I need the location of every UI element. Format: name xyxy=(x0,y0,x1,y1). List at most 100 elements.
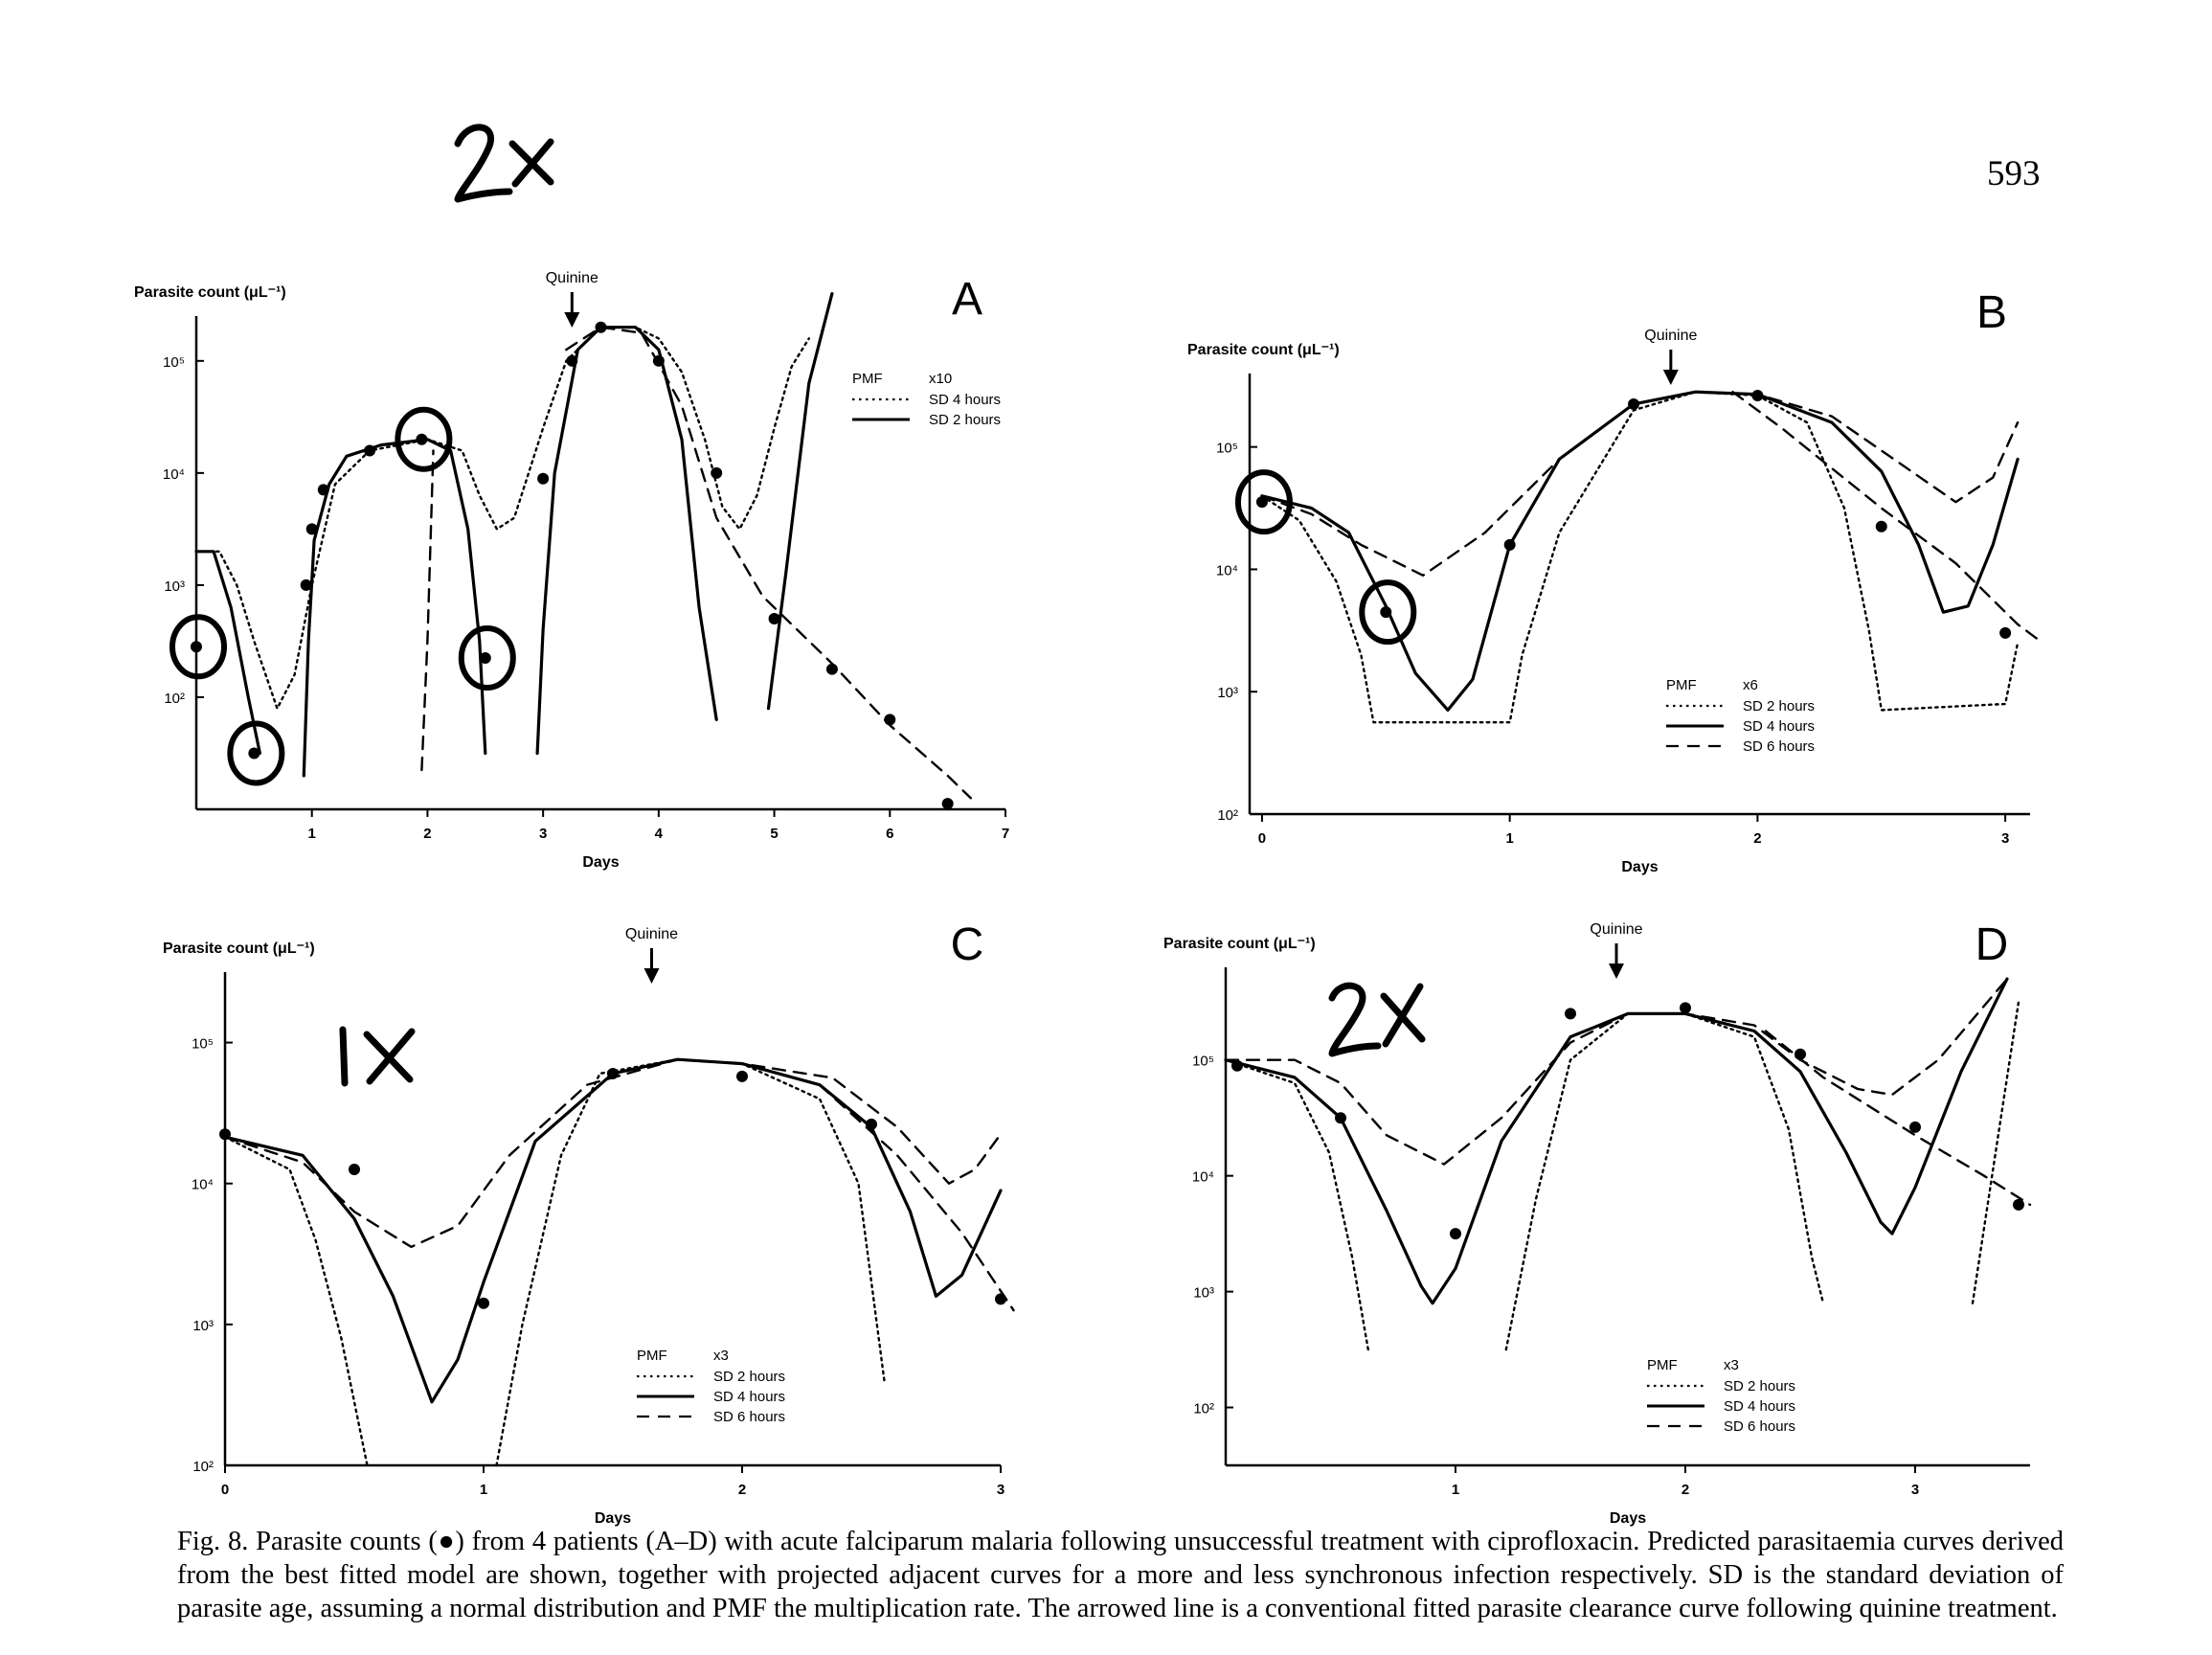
handwritten-circle xyxy=(1234,469,1293,535)
y-tick-label: 10⁵ xyxy=(1192,1054,1214,1070)
series-line-solid xyxy=(223,1057,1003,1404)
series-group xyxy=(194,291,972,800)
handwritten-circle xyxy=(395,406,453,472)
handwritten-note-2x-top xyxy=(454,124,554,203)
series-line-dotted xyxy=(194,326,810,710)
data-point xyxy=(941,798,954,810)
legend-title: PMF xyxy=(637,1348,667,1364)
series-line-dashed xyxy=(565,326,972,800)
series-line-dashed xyxy=(1260,390,2020,577)
series-line-solid xyxy=(535,326,718,756)
legend-entry-label: SD 4 hours xyxy=(1724,1398,1795,1415)
legend: PMF x6 SD 2 hours SD 4 hours SD 6 hours xyxy=(1666,677,1815,755)
data-point xyxy=(1565,1008,1576,1020)
data-point xyxy=(248,747,260,759)
chart-panel-c: 10² 10³ 10⁴ 10⁵ 0 1 2 3 Parasite count (μL⁻¹) Day… xyxy=(163,919,1015,1527)
handwritten-note-2x-d xyxy=(1328,982,1426,1057)
legend-entry-label: SD 4 hours xyxy=(929,392,1001,408)
series-line-dotted xyxy=(1224,1058,1370,1351)
data-point xyxy=(1680,1002,1691,1014)
y-tick-label: 10³ xyxy=(192,1318,214,1334)
y-tick-label: 10³ xyxy=(164,578,185,595)
series-line-dotted xyxy=(1260,390,2020,724)
quinine-arrow-head xyxy=(1662,370,1679,385)
series-line-dotted xyxy=(223,1135,369,1467)
y-axis-label: Parasite count (μL⁻¹) xyxy=(134,284,286,301)
series-line-dashed xyxy=(818,1083,1015,1312)
series-line-solid xyxy=(1224,977,2009,1305)
quinine-arrow-head xyxy=(564,312,580,328)
data-point xyxy=(1794,1048,1806,1060)
data-point xyxy=(866,1118,877,1130)
legend-title: PMF xyxy=(1666,677,1697,693)
data-point xyxy=(1231,1059,1243,1072)
x-tick-label: 2 xyxy=(1753,830,1761,847)
legend-entry-label: SD 4 hours xyxy=(1743,718,1815,735)
x-tick-label: 6 xyxy=(886,826,893,842)
data-point xyxy=(2013,1198,2024,1211)
x-tick-label: 1 xyxy=(308,826,316,842)
legend-entry-label: SD 2 hours xyxy=(929,412,1001,428)
data-point xyxy=(364,444,376,457)
chart-panel-a: 10² 10³ 10⁴ 10⁵ 1 2 3 4 5 6 7 Parasite count (μL⁻¹)… xyxy=(134,270,1009,871)
handwritten-note-1x xyxy=(339,1026,416,1087)
data-point xyxy=(1875,520,1887,533)
y-tick-label: 10² xyxy=(1193,1401,1214,1417)
data-point xyxy=(1255,496,1268,509)
data-point xyxy=(711,466,723,479)
y-axis-label: Parasite count (μL⁻¹) xyxy=(1187,342,1340,358)
series-line-dotted xyxy=(1971,1001,2020,1304)
data-point xyxy=(300,578,312,591)
y-tick-label: 10⁴ xyxy=(163,466,185,483)
quinine-label: Quinine xyxy=(1644,328,1697,344)
chart-panel-b: 10² 10³ 10⁴ 10⁵ 0 1 2 3 Parasite count (μL⁻¹) Day… xyxy=(1187,287,2044,875)
series-line-solid xyxy=(194,550,261,756)
series-group xyxy=(223,1057,1015,1467)
handwritten-circle xyxy=(227,720,285,786)
series-line-dashed xyxy=(223,1057,1003,1249)
y-axis-label: Parasite count (μL⁻¹) xyxy=(1163,936,1316,952)
data-point xyxy=(1751,390,1764,401)
series-line-dashed xyxy=(1764,1030,2032,1207)
x-tick-label: 0 xyxy=(1258,830,1266,847)
legend-pmf: x6 xyxy=(1743,677,1758,693)
legend-title: PMF xyxy=(1647,1357,1678,1373)
data-point xyxy=(1999,626,2012,639)
data-point xyxy=(305,523,318,535)
data-point xyxy=(1450,1228,1461,1240)
data-point xyxy=(825,663,838,675)
quinine-label: Quinine xyxy=(546,270,598,286)
series-line-solid xyxy=(766,291,834,711)
x-axis-label: Days xyxy=(582,854,619,871)
y-tick-label: 10³ xyxy=(1217,685,1238,701)
page-number: 593 xyxy=(1987,154,2041,193)
data-point xyxy=(537,472,550,485)
y-tick-label: 10² xyxy=(192,1459,214,1475)
series-line-dashed xyxy=(1224,977,2009,1166)
x-axis-label: Days xyxy=(595,1510,631,1527)
x-tick-label: 1 xyxy=(1452,1482,1459,1498)
data-point xyxy=(416,433,428,445)
panel-label: A xyxy=(952,274,982,325)
data-point xyxy=(1335,1112,1346,1124)
x-tick-label: 2 xyxy=(738,1482,746,1498)
x-tick-label: 4 xyxy=(655,826,664,842)
quinine-arrow-head xyxy=(643,968,660,984)
legend-entry-label: SD 4 hours xyxy=(713,1389,785,1405)
handwritten-circle xyxy=(169,614,227,680)
x-tick-label: 3 xyxy=(539,826,547,842)
series-line-dotted xyxy=(495,1057,886,1467)
data-point xyxy=(995,1293,1006,1305)
legend-entry-label: SD 6 hours xyxy=(1743,738,1815,755)
x-tick-label: 0 xyxy=(221,1482,229,1498)
handwritten-circle xyxy=(458,624,516,691)
data-point xyxy=(317,484,329,496)
series-group xyxy=(1224,977,2032,1351)
y-tick-label: 10⁵ xyxy=(1216,441,1238,457)
data-point xyxy=(478,1297,489,1309)
legend-pmf: x3 xyxy=(713,1348,729,1364)
data-point xyxy=(1909,1121,1921,1133)
legend-entry-label: SD 6 hours xyxy=(713,1409,785,1425)
quinine-label: Quinine xyxy=(625,926,678,942)
chart-panel-d: 10² 10³ 10⁴ 10⁵ 1 2 3 Parasite count (μL⁻¹) Days… xyxy=(1163,919,2032,1527)
